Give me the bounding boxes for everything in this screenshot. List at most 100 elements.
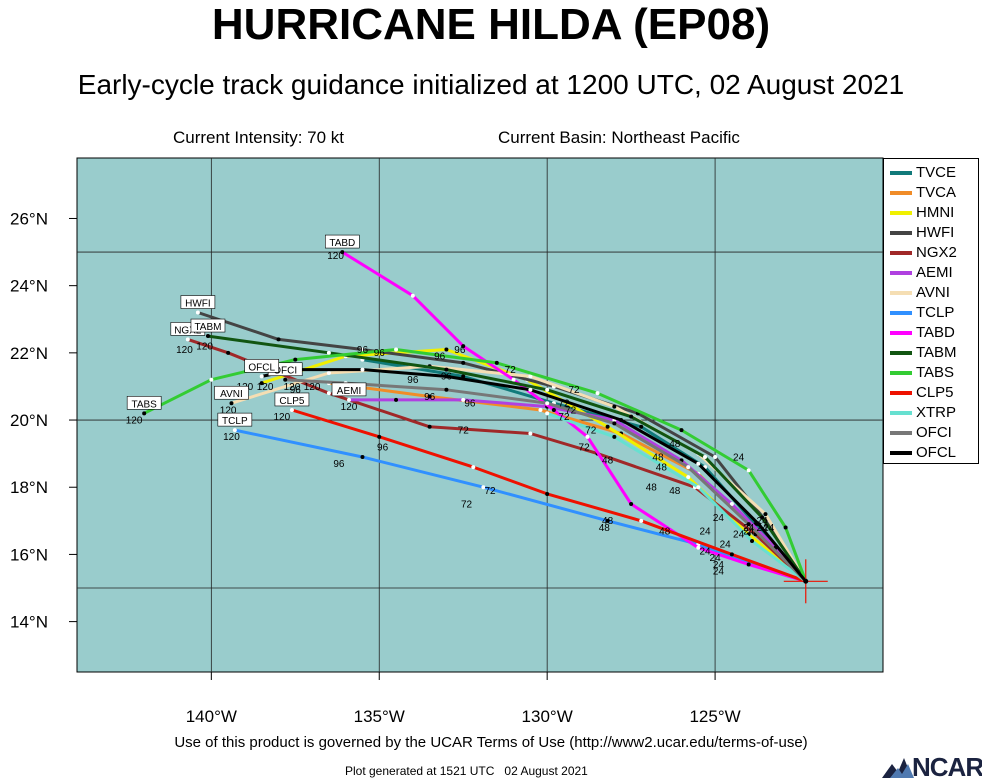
track-point: [326, 391, 331, 396]
track-point: [209, 377, 214, 382]
forecast-hour-label: 72: [558, 399, 570, 410]
track-point: [195, 310, 200, 315]
legend-label: TABD: [916, 324, 955, 341]
track-point: [444, 347, 449, 352]
track-point: [427, 424, 432, 429]
track-point: [605, 424, 610, 429]
current-intensity: Current Intensity: 70 kt: [173, 128, 345, 147]
legend-item-ofci: OFCI: [884, 423, 980, 443]
legend-label: TABS: [916, 364, 955, 381]
forecast-hour-label: 120: [176, 345, 193, 356]
forecast-hour-label: 96: [424, 392, 436, 403]
legend-item-clp5: CLP5: [884, 383, 980, 403]
ncar-logo-icon: [882, 758, 914, 778]
forecast-hour-label: 24: [713, 513, 725, 524]
track-point: [783, 525, 788, 530]
track-point: [629, 502, 634, 507]
track-label-box: [214, 385, 249, 400]
track-point: [229, 401, 234, 406]
track-point: [595, 391, 600, 396]
track-label-ngx2: NGX2: [174, 325, 202, 336]
forecast-hour-label: 48: [669, 486, 681, 497]
track-point: [410, 293, 415, 298]
track-point: [551, 407, 556, 412]
track-point: [729, 552, 734, 557]
track-point: [686, 465, 691, 470]
track-point: [763, 512, 768, 517]
track-point: [326, 350, 331, 355]
track-point: [340, 250, 345, 255]
forecast-hour-label: 96: [454, 345, 466, 356]
track-label-box: [217, 412, 253, 427]
lon-tick-label: 130°W: [522, 707, 573, 726]
track-point: [629, 414, 634, 419]
track-point: [746, 468, 751, 473]
forecast-hour-label: 24: [713, 560, 725, 571]
forecast-hour-label: 120: [284, 382, 301, 393]
lat-tick-label: 26°N: [10, 209, 48, 228]
legend-swatch: [890, 171, 912, 175]
legend-label: AVNI: [916, 284, 950, 301]
forecast-hour-label: 96: [464, 399, 476, 410]
forecast-hour-label: 24: [699, 546, 711, 557]
legend-swatch: [890, 311, 912, 315]
forecast-hour-label: 72: [485, 486, 497, 497]
lon-tick-label: 140°W: [186, 707, 237, 726]
forecast-hour-label: 48: [602, 516, 614, 527]
legend-swatch: [890, 191, 912, 195]
legend-swatch: [890, 391, 912, 395]
track-point: [360, 367, 365, 372]
forecast-hour-label: 24: [733, 530, 745, 541]
forecast-hour-label: 48: [599, 523, 611, 534]
forecast-hour-label: 24: [757, 516, 769, 527]
track-point: [545, 401, 550, 406]
forecast-hour-label: 96: [374, 348, 386, 359]
track-point: [679, 428, 684, 433]
track-point: [696, 461, 701, 466]
track-point: [686, 475, 691, 480]
track-label-aemi: AEMI: [337, 386, 361, 397]
track-point: [612, 421, 617, 426]
track-point: [481, 485, 486, 490]
lat-tick-label: 24°N: [10, 277, 48, 296]
track-point: [326, 371, 331, 376]
track-point: [545, 491, 550, 496]
legend-item-avni: AVNI: [884, 283, 980, 303]
forecast-hour-label: 48: [659, 526, 671, 537]
track-point: [142, 411, 147, 416]
track-label-ofci: OFCI: [273, 366, 297, 377]
track-point: [756, 522, 761, 527]
track-tabd: [341, 250, 807, 583]
track-label-box: [190, 318, 226, 333]
forecast-hour-label: 24: [763, 523, 775, 534]
forecast-hour-label: 120: [220, 405, 237, 416]
legend-item-ngx2: NGX2: [884, 243, 980, 263]
forecast-hour-label: 96: [333, 459, 345, 470]
forecast-tracks: [142, 250, 808, 583]
forecast-hour-label: 24: [713, 567, 725, 578]
track-point: [461, 374, 466, 379]
track-point: [713, 454, 718, 459]
forecast-hour-label: 120: [341, 402, 358, 413]
track-label-tabm: TABM: [194, 322, 221, 333]
forecast-hour-label: 48: [602, 456, 614, 467]
track-end-labels: HWFI NGX2 AEMI AVNI TCLP TABD TABM TABS CLP5 OFCI…: [126, 234, 367, 427]
track-point: [226, 350, 231, 355]
track-point: [585, 434, 590, 439]
legend-label: TCLP: [916, 304, 955, 321]
track-point: [612, 404, 617, 409]
forecast-hour-label: 24: [733, 452, 745, 463]
legend-label: AEMI: [916, 264, 953, 281]
lon-tick-label: 135°W: [354, 707, 405, 726]
track-point: [545, 411, 550, 416]
track-point: [185, 337, 190, 342]
legend-item-hwfi: HWFI: [884, 223, 980, 243]
legend-swatch: [890, 291, 912, 295]
track-point: [746, 522, 751, 527]
legend-swatch: [890, 271, 912, 275]
legend-item-ofcl: OFCL: [884, 443, 980, 463]
track-point: [528, 387, 533, 392]
axis-ticks: 140°W 135°W 130°W 125°W 14°N 16°N 18°N 20°N 22°N…: [10, 209, 741, 726]
track-point: [461, 344, 466, 349]
track-point: [360, 454, 365, 459]
